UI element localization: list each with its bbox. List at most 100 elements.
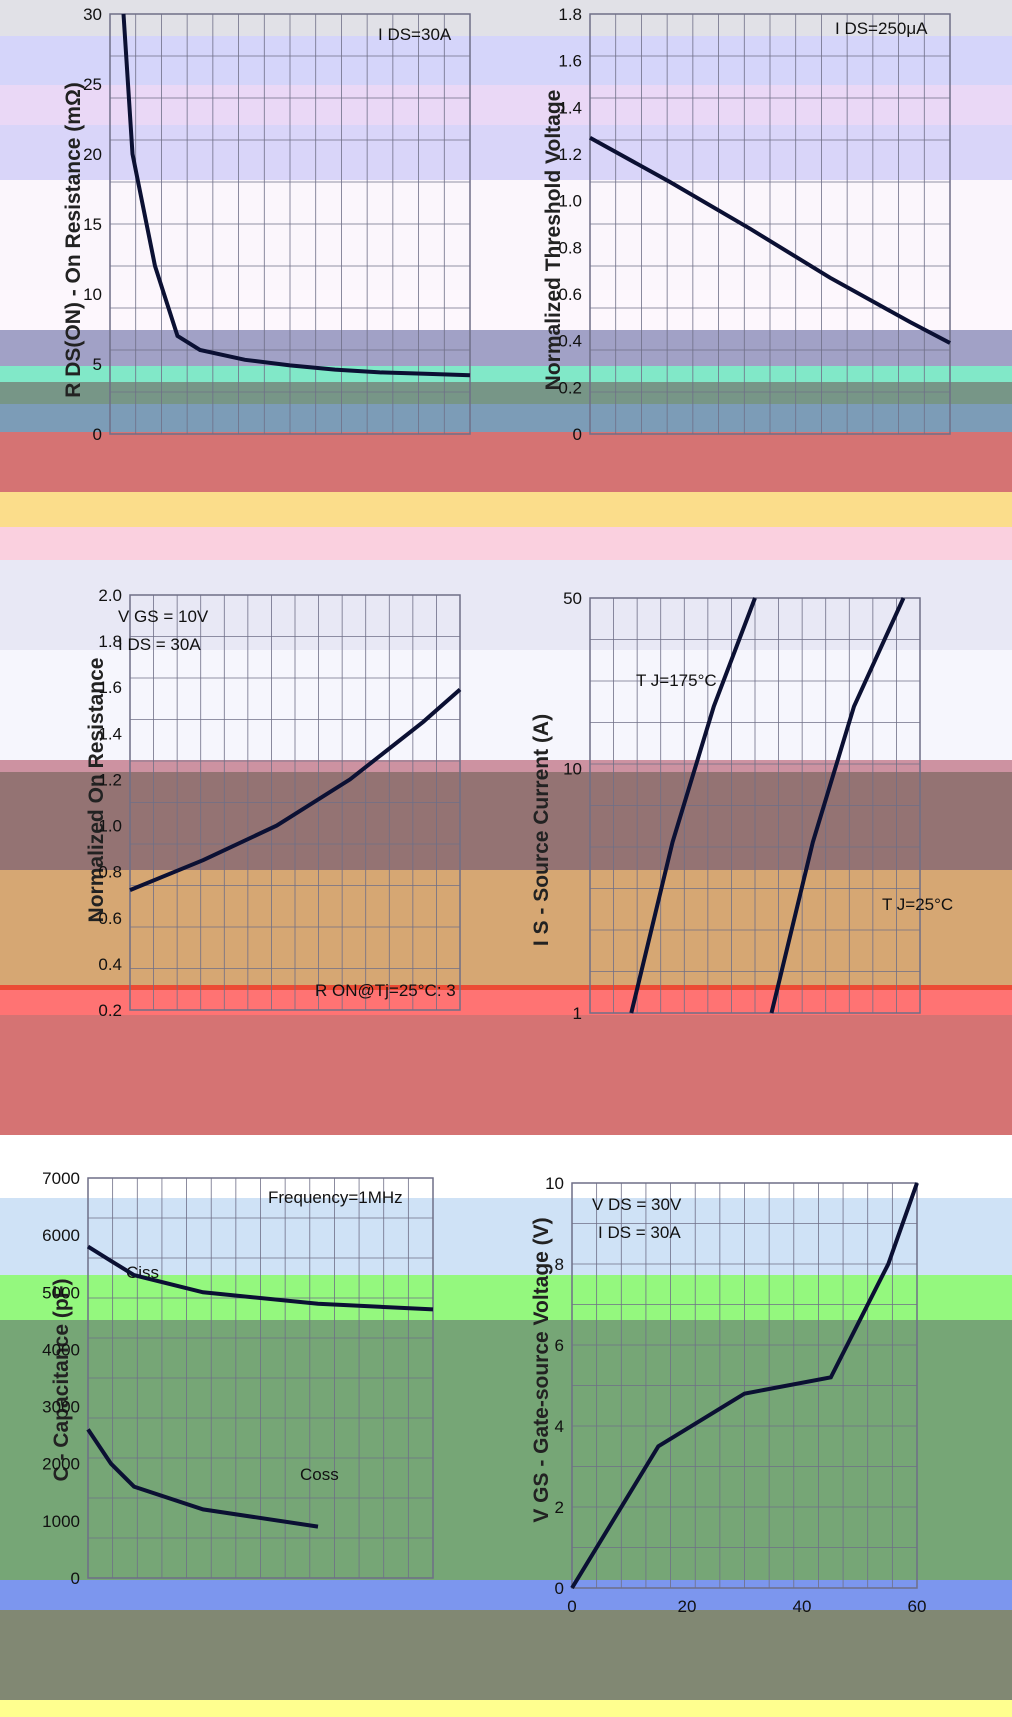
y-tick-label: 0 <box>573 425 582 444</box>
y-tick-label: 3000 <box>42 1398 80 1417</box>
x-tick-label: 20 <box>678 1597 697 1616</box>
y-tick-label: 0.8 <box>558 238 582 257</box>
y-tick-label: 6 <box>555 1336 564 1355</box>
chart6-ylabel: V GS - Gate-source Voltage (V) <box>530 1217 553 1522</box>
y-tick-label: 1.8 <box>558 5 582 24</box>
y-tick-label: 25 <box>83 75 102 94</box>
chart5-annotation-frequency: Frequency=1MHz <box>268 1188 403 1207</box>
x-tick-label: 60 <box>908 1597 927 1616</box>
background-band <box>0 1015 1012 1135</box>
chart1-ytick-labels: 30 25 20 15 10 5 0 <box>83 5 102 444</box>
y-tick-label: 10 <box>563 760 582 779</box>
y-tick-label: 1.6 <box>558 52 582 71</box>
chart2-ylabel: Normalized Threshold Voltage <box>542 90 565 391</box>
background-band <box>0 432 1012 492</box>
chart1-annotation-ids: I DS=30A <box>378 25 452 44</box>
background-band <box>0 560 1012 650</box>
chart5-ytick-labels: 7000 6000 5000 4000 3000 2000 1000 0 <box>42 1169 80 1588</box>
y-tick-label: 15 <box>83 215 102 234</box>
x-tick-label: 40 <box>793 1597 812 1616</box>
y-tick-label: 6000 <box>42 1226 80 1245</box>
chart5-annotation-coss: Coss <box>300 1465 339 1484</box>
chart4-annotation-25: T J=25°C <box>882 895 953 914</box>
chart6-annotation-ids: I DS = 30A <box>598 1223 681 1242</box>
y-tick-label: 5 <box>93 355 102 374</box>
y-tick-label: 2000 <box>42 1455 80 1474</box>
chart-normalized-rdson-vs-tj: Normalized On Resistance 2.0 1.8 1.6 1.4 1.2… <box>85 586 462 1020</box>
background-band <box>0 492 1012 527</box>
y-tick-label: 1.4 <box>558 98 582 117</box>
y-tick-label: 0.4 <box>98 955 122 974</box>
y-tick-label: 0.6 <box>98 909 122 928</box>
y-tick-label: 0.2 <box>558 378 582 397</box>
y-tick-label: 0 <box>555 1579 564 1598</box>
chart2-grid <box>589 13 951 435</box>
chart4-series-line-25c <box>769 597 906 1014</box>
chart6-annotation-vds: V DS = 30V <box>592 1195 682 1214</box>
background-band <box>0 527 1012 560</box>
background-band <box>0 772 1012 870</box>
y-tick-label: 8 <box>555 1255 564 1274</box>
y-tick-label: 5000 <box>42 1283 80 1302</box>
chart4-annotation-175: T J=175°C <box>636 671 717 690</box>
y-tick-label: 1.0 <box>98 817 122 836</box>
y-tick-label: 20 <box>83 145 102 164</box>
chart3-series-line <box>129 687 462 892</box>
chart-vth-vs-tj: Normalized Threshold Voltage 1.8 1.6 1.4 1.… <box>542 5 951 444</box>
y-tick-label: 1000 <box>42 1512 80 1531</box>
background-band <box>0 125 1012 180</box>
y-tick-label: 0.4 <box>558 332 582 351</box>
chart3-annotation-vgs: V GS = 10V <box>118 607 209 626</box>
background-band <box>0 1700 1012 1717</box>
y-tick-label: 1.4 <box>98 724 122 743</box>
background-band <box>0 404 1012 432</box>
y-tick-label: 0.6 <box>558 285 582 304</box>
chart4-ytick-labels: 50 10 1 <box>563 589 582 1023</box>
chart5-series-line-coss <box>86 1428 319 1529</box>
chart4-ylabel: I S - Source Current (A) <box>530 714 553 946</box>
y-tick-label: 1.2 <box>558 145 582 164</box>
chart6-grid <box>571 1182 918 1589</box>
y-tick-label: 30 <box>83 5 102 24</box>
y-tick-label: 1 <box>573 1004 582 1023</box>
background-band <box>0 1610 1012 1700</box>
y-tick-label: 4000 <box>42 1340 80 1359</box>
chart6-xtick-labels: 0 20 40 60 <box>567 1597 926 1616</box>
background-band <box>0 36 1012 85</box>
chart5-ylabel: C - Capacitance (pF) <box>50 1278 73 1481</box>
chart3-annotation-ron: R ON@Tj=25°C: 3 <box>315 981 456 1000</box>
chart3-grid <box>129 594 461 1011</box>
chart2-ytick-labels: 1.8 1.6 1.4 1.2 1.0 0.8 0.6 0.4 0.2 0 <box>558 5 582 444</box>
chart3-ytick-labels: 2.0 1.8 1.6 1.4 1.2 1.0 0.8 0.6 0.4 0.2 <box>98 586 122 1020</box>
y-tick-label: 10 <box>545 1174 564 1193</box>
chart1-ylabel: R DS(ON) - On Resistance (mΩ) <box>62 82 85 398</box>
chart6-series-line <box>570 1182 919 1590</box>
chart-rdson-vs-vgs: R DS(ON) - On Resistance (mΩ) 30 25 20 15 10… <box>62 5 471 444</box>
chart-capacitance: C - Capacitance (pF) 7000 6000 5000 4000 300… <box>42 1169 434 1588</box>
background-band <box>0 0 1012 36</box>
y-tick-label: 0.2 <box>98 1001 122 1020</box>
background-band <box>0 382 1012 404</box>
y-tick-label: 1.8 <box>98 632 122 651</box>
y-tick-label: 0 <box>93 425 102 444</box>
background-band <box>0 85 1012 125</box>
y-tick-label: 10 <box>83 285 102 304</box>
chart1-series-line <box>121 13 471 378</box>
chart2-series-line <box>589 135 951 345</box>
y-tick-label: 2 <box>555 1498 564 1517</box>
chart4-series-line-175c <box>629 597 757 1014</box>
chart-source-current: I S - Source Current (A) 50 10 1 T J=175°C… <box>530 589 953 1023</box>
y-tick-label: 0.8 <box>98 863 122 882</box>
y-tick-label: 1.6 <box>98 678 122 697</box>
chart3-ylabel: Normalized On Resistance <box>85 658 108 923</box>
chart4-grid <box>589 597 921 1014</box>
x-tick-label: 0 <box>567 1597 576 1616</box>
y-tick-label: 7000 <box>42 1169 80 1188</box>
y-tick-label: 50 <box>563 589 582 608</box>
y-tick-label: 0 <box>71 1569 80 1588</box>
chart2-annotation-ids: I DS=250μA <box>835 19 928 38</box>
y-tick-label: 1.2 <box>98 770 122 789</box>
background-band <box>0 366 1012 382</box>
